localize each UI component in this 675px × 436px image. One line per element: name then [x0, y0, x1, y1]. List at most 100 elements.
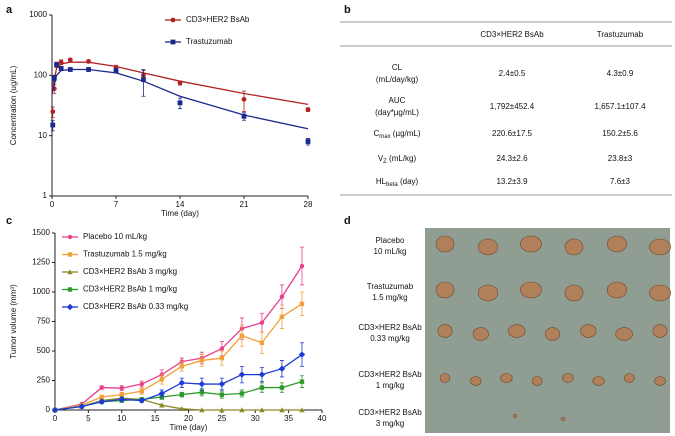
x-tick-label: 10: [117, 414, 126, 423]
point: [258, 371, 266, 378]
group-label: CD3×HER2 BsAb: [358, 323, 422, 332]
point: [51, 406, 59, 414]
point: [113, 68, 119, 73]
point: [177, 100, 183, 106]
table-header: CD3×HER2 BsAb: [480, 30, 544, 39]
legend-label: CD3×HER2 BsAb 3 mg/kg: [83, 267, 177, 276]
tumor: [435, 281, 455, 299]
y-tick-label: 1250: [32, 258, 50, 267]
tumor: [437, 324, 453, 338]
point: [139, 388, 144, 394]
point: [178, 379, 186, 387]
point: [239, 407, 245, 413]
point: [259, 340, 265, 345]
point: [67, 57, 73, 63]
tumor: [580, 324, 597, 338]
tumor: [477, 284, 499, 302]
point: [58, 59, 64, 65]
point: [50, 122, 56, 128]
x-axis-label: Time (day): [161, 209, 199, 218]
point: [299, 379, 305, 384]
y-tick-label: 1000: [32, 287, 50, 296]
row-unit: (mL/kg): [387, 154, 417, 163]
tumor: [439, 373, 451, 383]
legend-label: CD3×HER2 BsAb 1 mg/kg: [83, 285, 177, 294]
point: [298, 351, 306, 358]
x-tick-label: 14: [176, 200, 185, 209]
x-tick-label: 0: [50, 200, 55, 209]
tumors: [435, 235, 671, 421]
table-cell: 4.3±0.9: [607, 69, 634, 78]
point: [238, 371, 246, 378]
y-tick-label: 0: [46, 405, 51, 414]
row-label: HLbeta (day): [376, 177, 419, 187]
point: [299, 407, 305, 413]
tumor: [649, 284, 671, 302]
row-unit: (µg/mL): [391, 129, 421, 138]
point: [278, 365, 286, 372]
x-tick-label: 0: [53, 414, 58, 423]
point: [141, 77, 146, 82]
point: [259, 320, 265, 325]
y-tick-label: 750: [37, 317, 51, 326]
group-label: Placebo: [376, 236, 405, 245]
x-tick-label: 25: [217, 414, 226, 423]
point: [259, 407, 265, 413]
group-label: 1.5 mg/kg: [372, 293, 407, 302]
table-cell: 2.4±0.5: [499, 69, 526, 78]
point: [239, 391, 245, 396]
point: [50, 109, 56, 115]
tumor: [562, 373, 574, 383]
point: [299, 301, 305, 306]
y-axis-label: Tumor volume (mm³): [9, 284, 18, 359]
tumor: [624, 373, 635, 383]
row-label-sub: max: [379, 134, 390, 140]
tumor: [477, 238, 499, 256]
tumor: [507, 324, 526, 338]
panel-label: c: [6, 215, 12, 227]
point: [170, 39, 176, 45]
point: [179, 406, 185, 412]
tumor: [560, 417, 566, 421]
y-tick-label: 1: [43, 191, 48, 200]
tumor: [470, 376, 482, 386]
row-label: CL: [392, 63, 403, 72]
group-label: 1 mg/kg: [376, 381, 404, 390]
row-label-main: V: [378, 154, 384, 163]
panel-label: d: [344, 215, 351, 227]
point: [279, 294, 285, 299]
panel-label: a: [6, 4, 13, 16]
point: [119, 392, 124, 397]
point: [119, 385, 124, 391]
legend-label: Trastuzumab 1.5 mg/kg: [83, 250, 167, 259]
tumor: [564, 238, 584, 256]
point: [78, 403, 85, 410]
x-tick-label: 7: [114, 200, 119, 209]
point: [279, 314, 285, 319]
y-tick-label: 250: [37, 376, 51, 385]
row-label-sub: Z: [383, 159, 387, 165]
point: [139, 381, 144, 387]
point: [219, 346, 225, 351]
table-cell: 7.6±3: [610, 177, 631, 186]
table-cell: 1,657.1±107.4: [594, 102, 646, 111]
point: [177, 80, 183, 86]
row-unit: (mL/day/kg): [376, 75, 419, 84]
x-tick-label: 5: [86, 414, 91, 423]
table-cell: 24.3±2.6: [496, 154, 528, 163]
point: [259, 385, 265, 390]
point: [199, 390, 205, 395]
x-tick-label: 21: [240, 200, 249, 209]
point: [159, 402, 165, 408]
tumor: [435, 235, 455, 253]
table-cell: 220.6±17.5: [492, 129, 533, 138]
point: [99, 394, 104, 400]
point: [86, 59, 91, 64]
tumor: [472, 327, 489, 341]
table-cell: 1,792±452.4: [490, 102, 535, 111]
point: [54, 62, 59, 68]
point: [51, 75, 57, 81]
point: [198, 380, 206, 388]
tumor: [531, 376, 543, 386]
tumor: [512, 414, 518, 418]
